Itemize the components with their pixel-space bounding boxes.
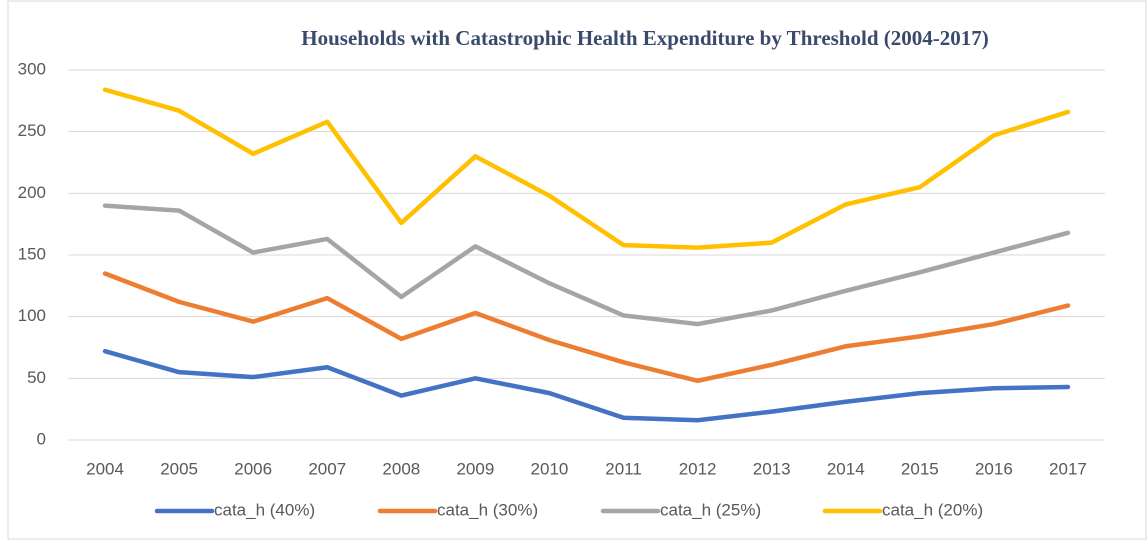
legend-label: cata_h (25%) (660, 500, 761, 519)
x-tick-label: 2006 (234, 459, 272, 478)
x-tick-label: 2008 (382, 459, 420, 478)
x-tick-label: 2012 (679, 459, 717, 478)
series-line (102, 348, 1071, 423)
x-tick-label: 2004 (86, 459, 124, 478)
legend-label: cata_h (20%) (882, 500, 983, 519)
chart-border (7, 0, 1147, 540)
series-line (102, 271, 1071, 384)
y-tick-label: 150 (18, 244, 46, 263)
x-tick-label: 2009 (456, 459, 494, 478)
y-tick-label: 100 (18, 306, 46, 325)
x-tick-label: 2010 (531, 459, 569, 478)
y-tick-label: 50 (27, 368, 46, 387)
series-line (102, 87, 1071, 250)
x-tick-label: 2007 (308, 459, 346, 478)
chart-title: Households with Catastrophic Health Expe… (301, 26, 988, 50)
legend-label: cata_h (30%) (437, 500, 538, 519)
x-tick-label: 2017 (1049, 459, 1087, 478)
y-tick-label: 250 (18, 121, 46, 140)
legend-label: cata_h (40%) (214, 500, 315, 519)
x-tick-label: 2005 (160, 459, 198, 478)
x-tick-label: 2011 (605, 459, 642, 478)
y-tick-label: 0 (37, 429, 46, 448)
x-tick-label: 2013 (753, 459, 791, 478)
x-tick-label: 2014 (827, 459, 865, 478)
series-line (102, 203, 1071, 327)
x-tick-label: 2015 (901, 459, 939, 478)
y-tick-label: 300 (18, 59, 46, 78)
y-tick-label: 200 (18, 183, 46, 202)
x-tick-label: 2016 (975, 459, 1013, 478)
